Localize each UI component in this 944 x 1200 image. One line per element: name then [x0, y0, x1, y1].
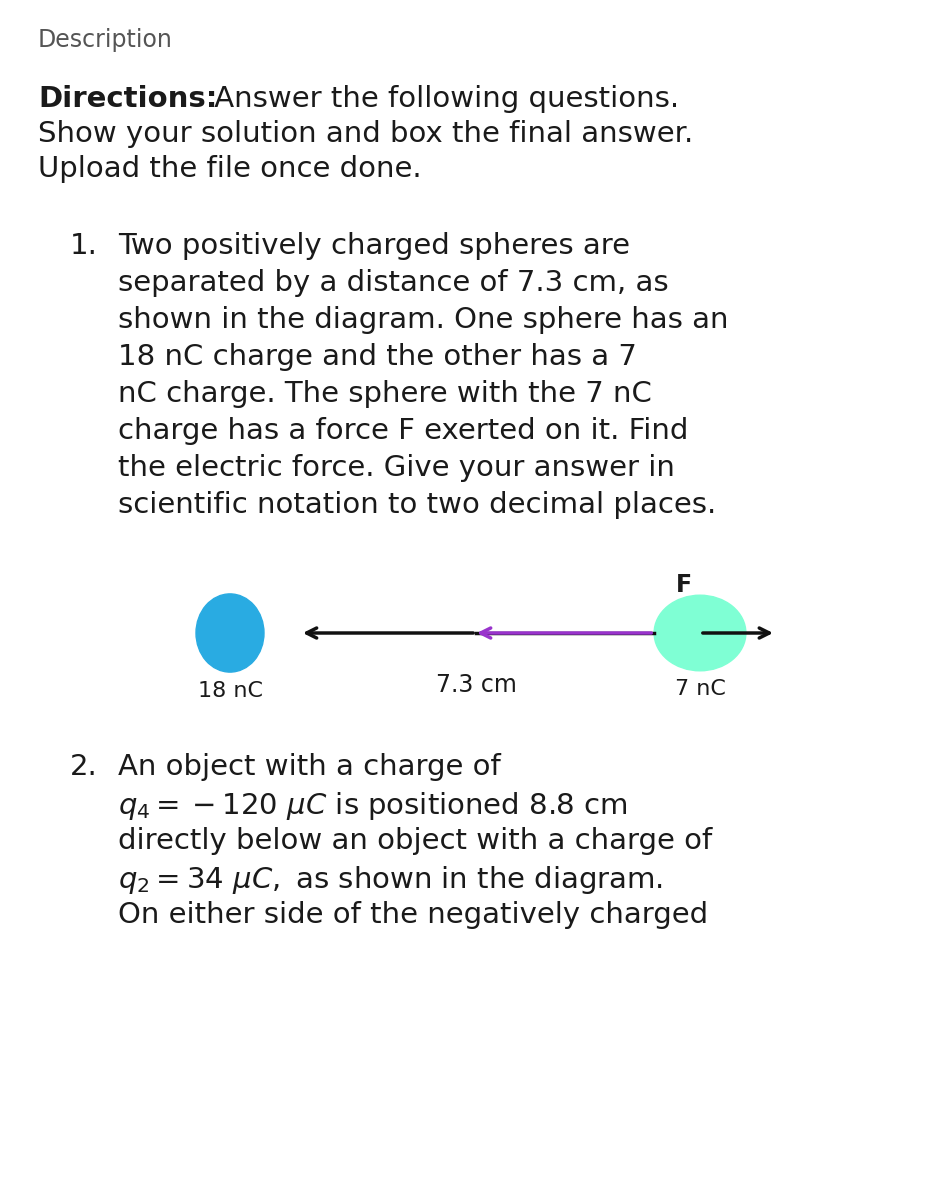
Text: An object with a charge of: An object with a charge of — [118, 754, 500, 781]
Text: $q_2 = 34\ \mu C,$ as shown in the diagram.: $q_2 = 34\ \mu C,$ as shown in the diagr… — [118, 864, 663, 896]
Text: shown in the diagram. One sphere has an: shown in the diagram. One sphere has an — [118, 306, 729, 334]
Text: On either side of the negatively charged: On either side of the negatively charged — [118, 901, 708, 929]
Text: Two positively charged spheres are: Two positively charged spheres are — [118, 232, 630, 260]
Ellipse shape — [196, 594, 264, 672]
Text: separated by a distance of 7.3 cm, as: separated by a distance of 7.3 cm, as — [118, 269, 668, 296]
Text: Show your solution and box the final answer.: Show your solution and box the final ans… — [38, 120, 693, 148]
Text: 1.: 1. — [70, 232, 98, 260]
Text: Description: Description — [38, 28, 173, 52]
Text: nC charge. The sphere with the 7 nC: nC charge. The sphere with the 7 nC — [118, 380, 652, 408]
Text: the electric force. Give your answer in: the electric force. Give your answer in — [118, 454, 675, 482]
Text: 2.: 2. — [70, 754, 98, 781]
Text: 7 nC: 7 nC — [675, 679, 725, 698]
Ellipse shape — [654, 595, 746, 671]
Text: 18 nC charge and the other has a 7: 18 nC charge and the other has a 7 — [118, 343, 637, 371]
Text: 18 nC: 18 nC — [197, 680, 262, 701]
Text: 7.3 cm: 7.3 cm — [435, 673, 516, 697]
Text: Directions:: Directions: — [38, 85, 217, 113]
Text: Answer the following questions.: Answer the following questions. — [205, 85, 679, 113]
Text: $q_4 = -120\ \mu C$ is positioned 8.8 cm: $q_4 = -120\ \mu C$ is positioned 8.8 cm — [118, 790, 628, 822]
Text: directly below an object with a charge of: directly below an object with a charge o… — [118, 827, 713, 854]
Text: Upload the file once done.: Upload the file once done. — [38, 155, 422, 182]
Text: scientific notation to two decimal places.: scientific notation to two decimal place… — [118, 491, 716, 518]
Text: F: F — [676, 572, 692, 596]
Text: charge has a force F exerted on it. Find: charge has a force F exerted on it. Find — [118, 416, 688, 445]
